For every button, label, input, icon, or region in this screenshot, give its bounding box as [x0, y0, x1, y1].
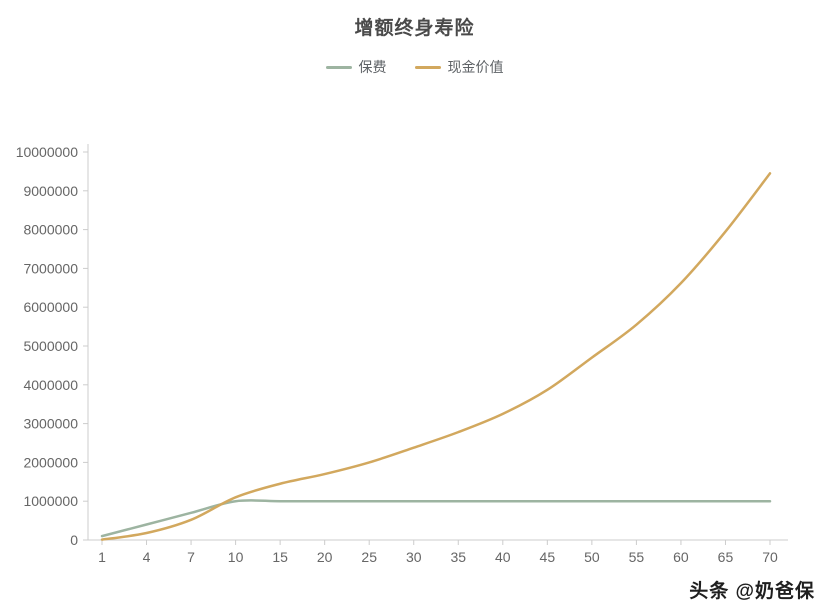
cash-value-line — [100, 172, 772, 541]
cash-value-line-swatch — [414, 65, 441, 69]
chart-legend: 保费 现金价值 — [0, 57, 829, 77]
x-axis-label: 50 — [584, 549, 600, 565]
x-axis-label: 30 — [406, 549, 422, 565]
legend-label-premium: 保费 — [358, 59, 387, 75]
x-axis-label: 70 — [762, 549, 778, 565]
legend-label-cash-value: 现金价值 — [447, 59, 504, 75]
y-axis-label: 10000000 — [16, 144, 79, 160]
y-axis-label: 8000000 — [23, 222, 78, 238]
y-axis-label: 0 — [70, 532, 78, 548]
x-axis-label: 1 — [98, 549, 106, 565]
y-axis-label: 5000000 — [23, 338, 78, 354]
watermark: 头条 @奶爸保 — [689, 581, 815, 602]
x-axis-label: 45 — [540, 549, 556, 565]
x-axis-label: 10 — [228, 549, 244, 565]
legend-item-cash-value[interactable]: 现金价值 — [414, 57, 504, 77]
premium-line-swatch — [325, 65, 352, 69]
x-axis-label: 65 — [718, 549, 734, 565]
y-axis-label: 3000000 — [23, 416, 78, 432]
y-axis-label: 7000000 — [23, 260, 78, 276]
y-axis-label: 9000000 — [23, 183, 78, 199]
x-axis-label: 25 — [361, 549, 377, 565]
legend-item-premium[interactable]: 保费 — [325, 57, 387, 77]
x-axis-label: 55 — [629, 549, 645, 565]
y-axis-label: 4000000 — [23, 377, 78, 393]
x-axis-label: 60 — [673, 549, 689, 565]
x-axis-label: 35 — [450, 549, 466, 565]
x-axis-label: 7 — [187, 549, 195, 565]
y-axis-label: 6000000 — [23, 299, 78, 315]
y-axis-label: 2000000 — [23, 454, 78, 470]
x-axis-label: 15 — [272, 549, 288, 565]
x-axis-label: 40 — [495, 549, 511, 565]
premium-line — [100, 499, 772, 538]
x-axis-label: 4 — [143, 549, 151, 565]
chart-title: 增额终身寿险 — [354, 18, 475, 39]
y-axis-label: 1000000 — [23, 493, 78, 509]
x-axis-label: 20 — [317, 549, 333, 565]
